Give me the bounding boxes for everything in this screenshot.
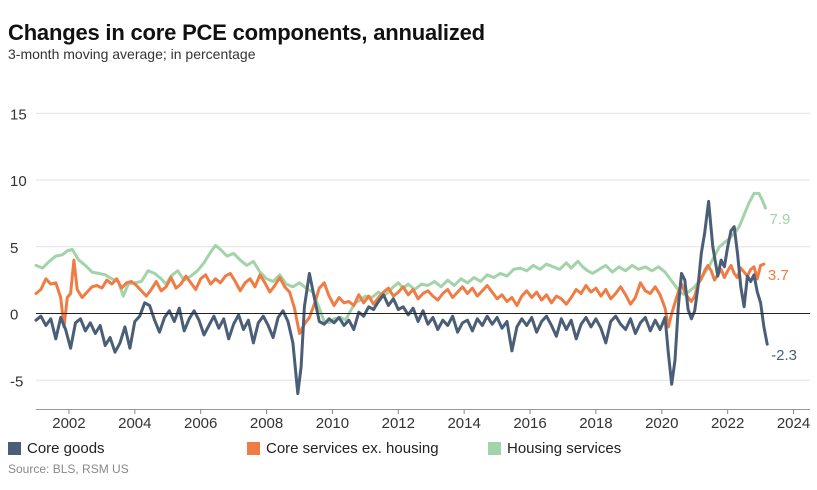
x-tick-label: 2006 xyxy=(184,415,217,432)
x-tick-label: 2018 xyxy=(579,415,612,432)
series-line-core-goods xyxy=(34,199,769,396)
y-tick-label: 5 xyxy=(10,240,18,257)
y-tick-label: -5 xyxy=(10,373,23,390)
series-line-core-services-ex-housing xyxy=(34,258,766,335)
x-tick-label: 2014 xyxy=(447,415,480,432)
series-line-housing-services xyxy=(34,191,767,325)
y-tick-label: 0 xyxy=(10,307,18,324)
legend-label: Core services ex. housing xyxy=(266,440,439,457)
x-tick-label: 2020 xyxy=(645,415,678,432)
y-tick-label: 10 xyxy=(10,173,27,190)
x-tick-label: 2012 xyxy=(382,415,415,432)
x-tick-label: 2010 xyxy=(316,415,349,432)
chart-legend: Core goods Core services ex. housing Housi… xyxy=(0,440,817,462)
x-tick-label: 2004 xyxy=(118,415,151,432)
chart-subtitle: 3-month moving average; in percentage xyxy=(8,46,256,62)
x-tick-label: 2002 xyxy=(52,415,85,432)
x-tick-label: 2008 xyxy=(250,415,283,432)
series-end-label: 7.9 xyxy=(770,211,791,228)
x-tick-label: 2022 xyxy=(711,415,744,432)
chart-title: Changes in core PCE components, annualiz… xyxy=(8,20,485,45)
legend-item: Housing services xyxy=(488,440,621,457)
series-end-label: 3.7 xyxy=(768,267,789,284)
source-note: Source: BLS, RSM US xyxy=(8,462,129,476)
legend-label: Housing services xyxy=(507,440,622,457)
x-tick-label: 2024 xyxy=(777,415,810,432)
legend-item: Core goods xyxy=(8,440,105,457)
x-tick-label: 2016 xyxy=(513,415,546,432)
legend-swatch xyxy=(8,442,21,455)
legend-swatch xyxy=(247,442,260,455)
y-tick-label: 15 xyxy=(10,106,27,123)
line-chart: 15 10 5 0 -5 2002 2004 2006 2008 2010 2012 2014 2016… xyxy=(10,106,810,432)
series-end-label: -2.3 xyxy=(771,347,797,364)
legend-label: Core goods xyxy=(27,440,105,457)
legend-swatch xyxy=(488,442,501,455)
legend-item: Core services ex. housing xyxy=(247,440,439,457)
